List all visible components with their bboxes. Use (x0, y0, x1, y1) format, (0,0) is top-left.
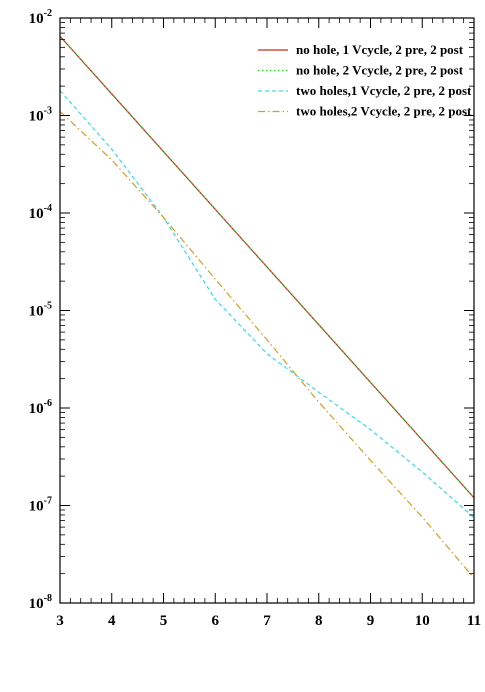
y-tick-label: 10-5 (29, 301, 52, 320)
x-tick-label: 6 (212, 613, 220, 629)
x-tick-label: 5 (160, 613, 168, 629)
legend-label-3: two holes,1 Vcycle, 2 pre, 2 post (296, 83, 472, 98)
plot-area (60, 35, 474, 579)
legend: no hole, 1 Vcycle, 2 pre, 2 post no hole,… (258, 42, 472, 119)
y-tick-label: 10-6 (29, 398, 52, 417)
legend-label-2: no hole, 2 Vcycle, 2 pre, 2 post (296, 63, 464, 78)
legend-label-4: two holes,2 Vcycle, 2 pre, 2 post (296, 104, 472, 119)
y-tick-label: 10-4 (29, 203, 52, 222)
y-tick-label: 10-8 (29, 593, 52, 612)
series-line-3 (60, 90, 474, 519)
x-tick-label: 3 (56, 613, 64, 629)
x-tick-label: 8 (315, 613, 323, 629)
legend-label-1: no hole, 1 Vcycle, 2 pre, 2 post (296, 42, 464, 57)
y-tick-label: 10-2 (29, 8, 52, 27)
x-tick-label: 7 (263, 613, 271, 629)
y-tick-label: 10-3 (29, 106, 52, 125)
x-tick-label: 11 (467, 613, 481, 629)
x-tick-label: 9 (367, 613, 375, 629)
series-line-4 (60, 111, 474, 579)
y-tick-label: 10-7 (29, 496, 52, 515)
series-line-2 (60, 35, 474, 499)
x-tick-label: 10 (415, 613, 430, 629)
axes: 3 4 5 6 7 8 9 10 11 10-8 10-7 10-6 10-5 10-4 10-3 10-2 (29, 8, 481, 629)
x-tick-label: 4 (108, 613, 116, 629)
